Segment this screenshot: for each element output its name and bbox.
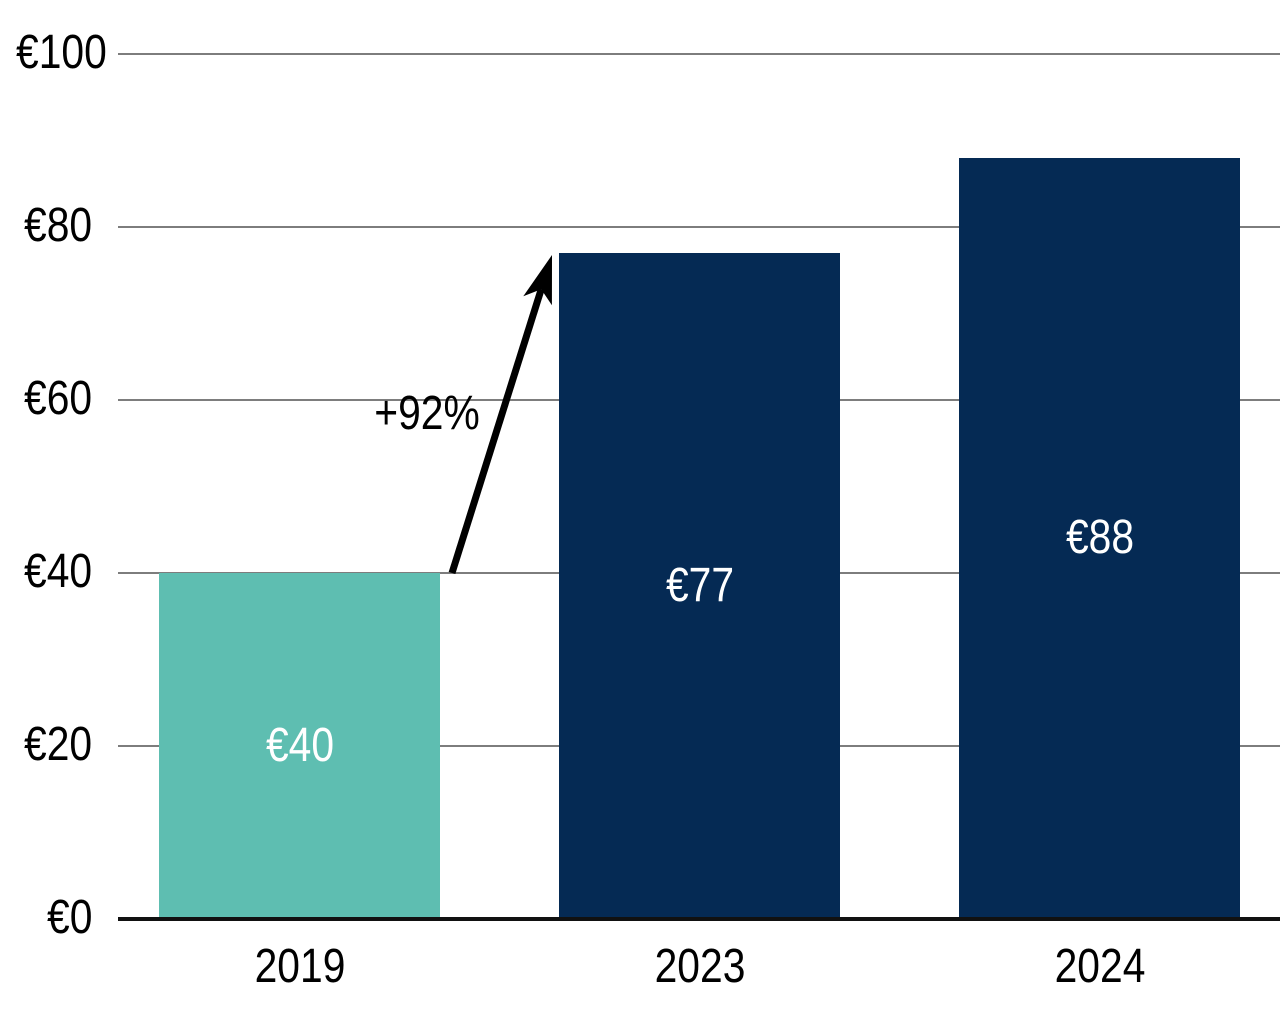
- bar-2024: [959, 157, 1240, 919]
- x-tick-label: 2023: [654, 940, 745, 993]
- x-axis-line: [118, 917, 1280, 921]
- gridline: [118, 226, 1280, 228]
- growth-annotation: +92%: [365, 386, 489, 440]
- bar-2023: [559, 252, 840, 919]
- y-tick-label: €60: [23, 372, 92, 426]
- y-tick-label: €0: [46, 891, 92, 945]
- bar-2019: [159, 573, 440, 919]
- growth-annotation-text: +92%: [374, 386, 480, 440]
- growth-arrow-head: [523, 254, 552, 306]
- bar-value-label: €88: [1065, 511, 1134, 565]
- bar-value-label: €40: [265, 719, 334, 772]
- y-tick-label: €100: [16, 26, 107, 80]
- x-tick-label: 2019: [254, 940, 345, 993]
- y-tick-label: €40: [23, 545, 92, 599]
- growth-arrow-shaft: [448, 288, 545, 575]
- bar-value-label: €77: [665, 558, 734, 612]
- y-tick-label: €80: [23, 199, 92, 253]
- gridline: [118, 53, 1280, 55]
- x-tick-label: 2024: [1054, 940, 1145, 993]
- y-tick-label: €20: [23, 718, 92, 772]
